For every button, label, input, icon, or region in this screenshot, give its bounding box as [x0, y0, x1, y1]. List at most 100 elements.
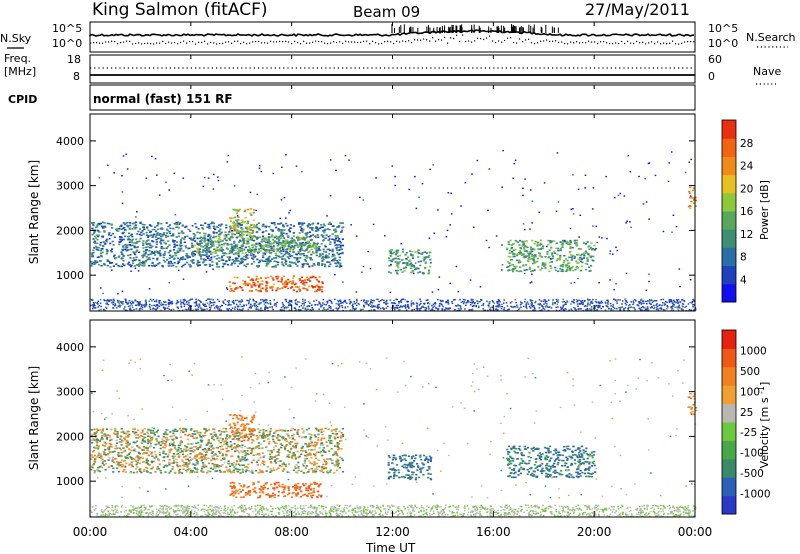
echo-cell — [245, 222, 248, 225]
noise-cell — [335, 169, 337, 171]
echo-cell — [96, 242, 99, 245]
echo-cell — [523, 245, 527, 247]
echo-cell — [175, 254, 178, 257]
echo-cell — [265, 230, 268, 232]
echo-cell — [211, 221, 214, 224]
echo-cell — [181, 256, 185, 258]
echo-cell — [145, 234, 148, 236]
echo-cell — [299, 253, 302, 255]
noise-cell — [572, 174, 574, 176]
echo-cell — [228, 259, 231, 261]
ground-scatter-cell — [298, 309, 301, 311]
echo-cell — [515, 270, 518, 272]
echo-cell — [177, 260, 180, 263]
ground-scatter-cell — [188, 513, 191, 516]
ground-scatter-cell — [671, 306, 674, 308]
echo-cell — [340, 231, 343, 233]
echo-cell — [232, 217, 235, 219]
echo-cell — [252, 258, 255, 260]
echo-cell — [573, 257, 576, 259]
echo-cell — [523, 240, 526, 243]
ground-scatter-cell — [228, 303, 230, 306]
echo-cell — [548, 261, 551, 264]
ground-scatter-cell — [660, 504, 662, 507]
echo-cell — [148, 231, 152, 233]
ground-scatter-cell — [150, 514, 152, 516]
ground-scatter-cell — [480, 304, 483, 307]
ground-scatter-cell — [304, 307, 307, 309]
echo-cell — [278, 230, 281, 232]
ground-scatter-cell — [442, 512, 444, 515]
echo-cell — [261, 283, 264, 285]
echo-cell — [292, 289, 295, 291]
noise-cell — [168, 189, 170, 191]
echo-cell — [209, 241, 212, 243]
ground-scatter-cell — [129, 307, 132, 309]
nsearch-point — [585, 42, 587, 44]
echo-cell — [239, 262, 243, 264]
ground-scatter-cell — [400, 299, 403, 301]
echo-cell — [551, 257, 554, 260]
echo-cell — [314, 236, 318, 239]
echo-cell — [580, 265, 584, 268]
echo-cell — [262, 244, 265, 247]
noise-cell — [531, 273, 533, 275]
noise-tick-right-high: 10^5 — [708, 22, 738, 35]
echo-cell — [204, 222, 207, 224]
ground-scatter-cell — [668, 301, 671, 304]
echo-cell — [255, 265, 259, 267]
ground-scatter-cell — [236, 305, 239, 307]
ground-scatter-cell — [622, 512, 624, 514]
noise-cell — [644, 178, 646, 180]
ground-scatter-cell — [104, 514, 106, 516]
echo-cell — [277, 243, 280, 246]
echo-cell — [169, 249, 172, 252]
ground-scatter-cell — [563, 301, 566, 303]
noise-cell — [212, 188, 215, 190]
echo-cell — [427, 272, 430, 275]
echo-cell — [170, 265, 173, 267]
echo-cell — [204, 247, 207, 249]
echo-cell — [268, 259, 272, 262]
nsearch-point — [522, 41, 524, 43]
ground-scatter-cell — [266, 307, 268, 309]
ground-scatter-cell — [584, 505, 586, 507]
ground-scatter-cell — [264, 513, 267, 515]
noise-cell — [557, 201, 560, 203]
ground-scatter-cell — [624, 298, 626, 300]
ground-scatter-cell — [287, 302, 290, 304]
echo-cell — [307, 242, 310, 244]
ground-scatter-cell — [170, 507, 172, 509]
echo-cell — [265, 265, 268, 267]
ground-scatter-cell — [363, 299, 365, 301]
ground-scatter-cell — [274, 302, 276, 305]
ground-scatter-cell — [507, 506, 509, 508]
echo-cell — [92, 251, 95, 254]
ground-scatter-cell — [540, 300, 543, 302]
echo-cell — [241, 240, 244, 242]
ground-scatter-cell — [248, 307, 251, 309]
echo-cell — [197, 248, 201, 251]
nsearch-point — [306, 42, 308, 44]
echo-cell — [122, 231, 126, 234]
echo-cell — [277, 276, 280, 278]
echo-cell — [198, 250, 201, 252]
ground-scatter-cell — [419, 298, 421, 300]
echo-cell — [273, 222, 276, 224]
ground-scatter-cell — [144, 305, 147, 307]
ground-scatter-cell — [500, 509, 502, 512]
ground-scatter-cell — [206, 302, 209, 304]
echo-cell — [192, 233, 195, 235]
ground-scatter-cell — [352, 303, 354, 305]
echo-cell — [232, 226, 235, 228]
echo-cell — [333, 254, 336, 257]
ground-scatter-cell — [339, 505, 341, 507]
ground-scatter-cell — [590, 306, 593, 308]
ground-scatter-cell — [151, 304, 153, 307]
noise-cell — [137, 270, 140, 272]
ground-scatter-cell — [567, 507, 570, 509]
ground-scatter-cell — [168, 512, 171, 514]
ground-scatter-cell — [637, 301, 640, 303]
echo-cell — [131, 238, 134, 241]
nsearch-point — [192, 41, 194, 43]
